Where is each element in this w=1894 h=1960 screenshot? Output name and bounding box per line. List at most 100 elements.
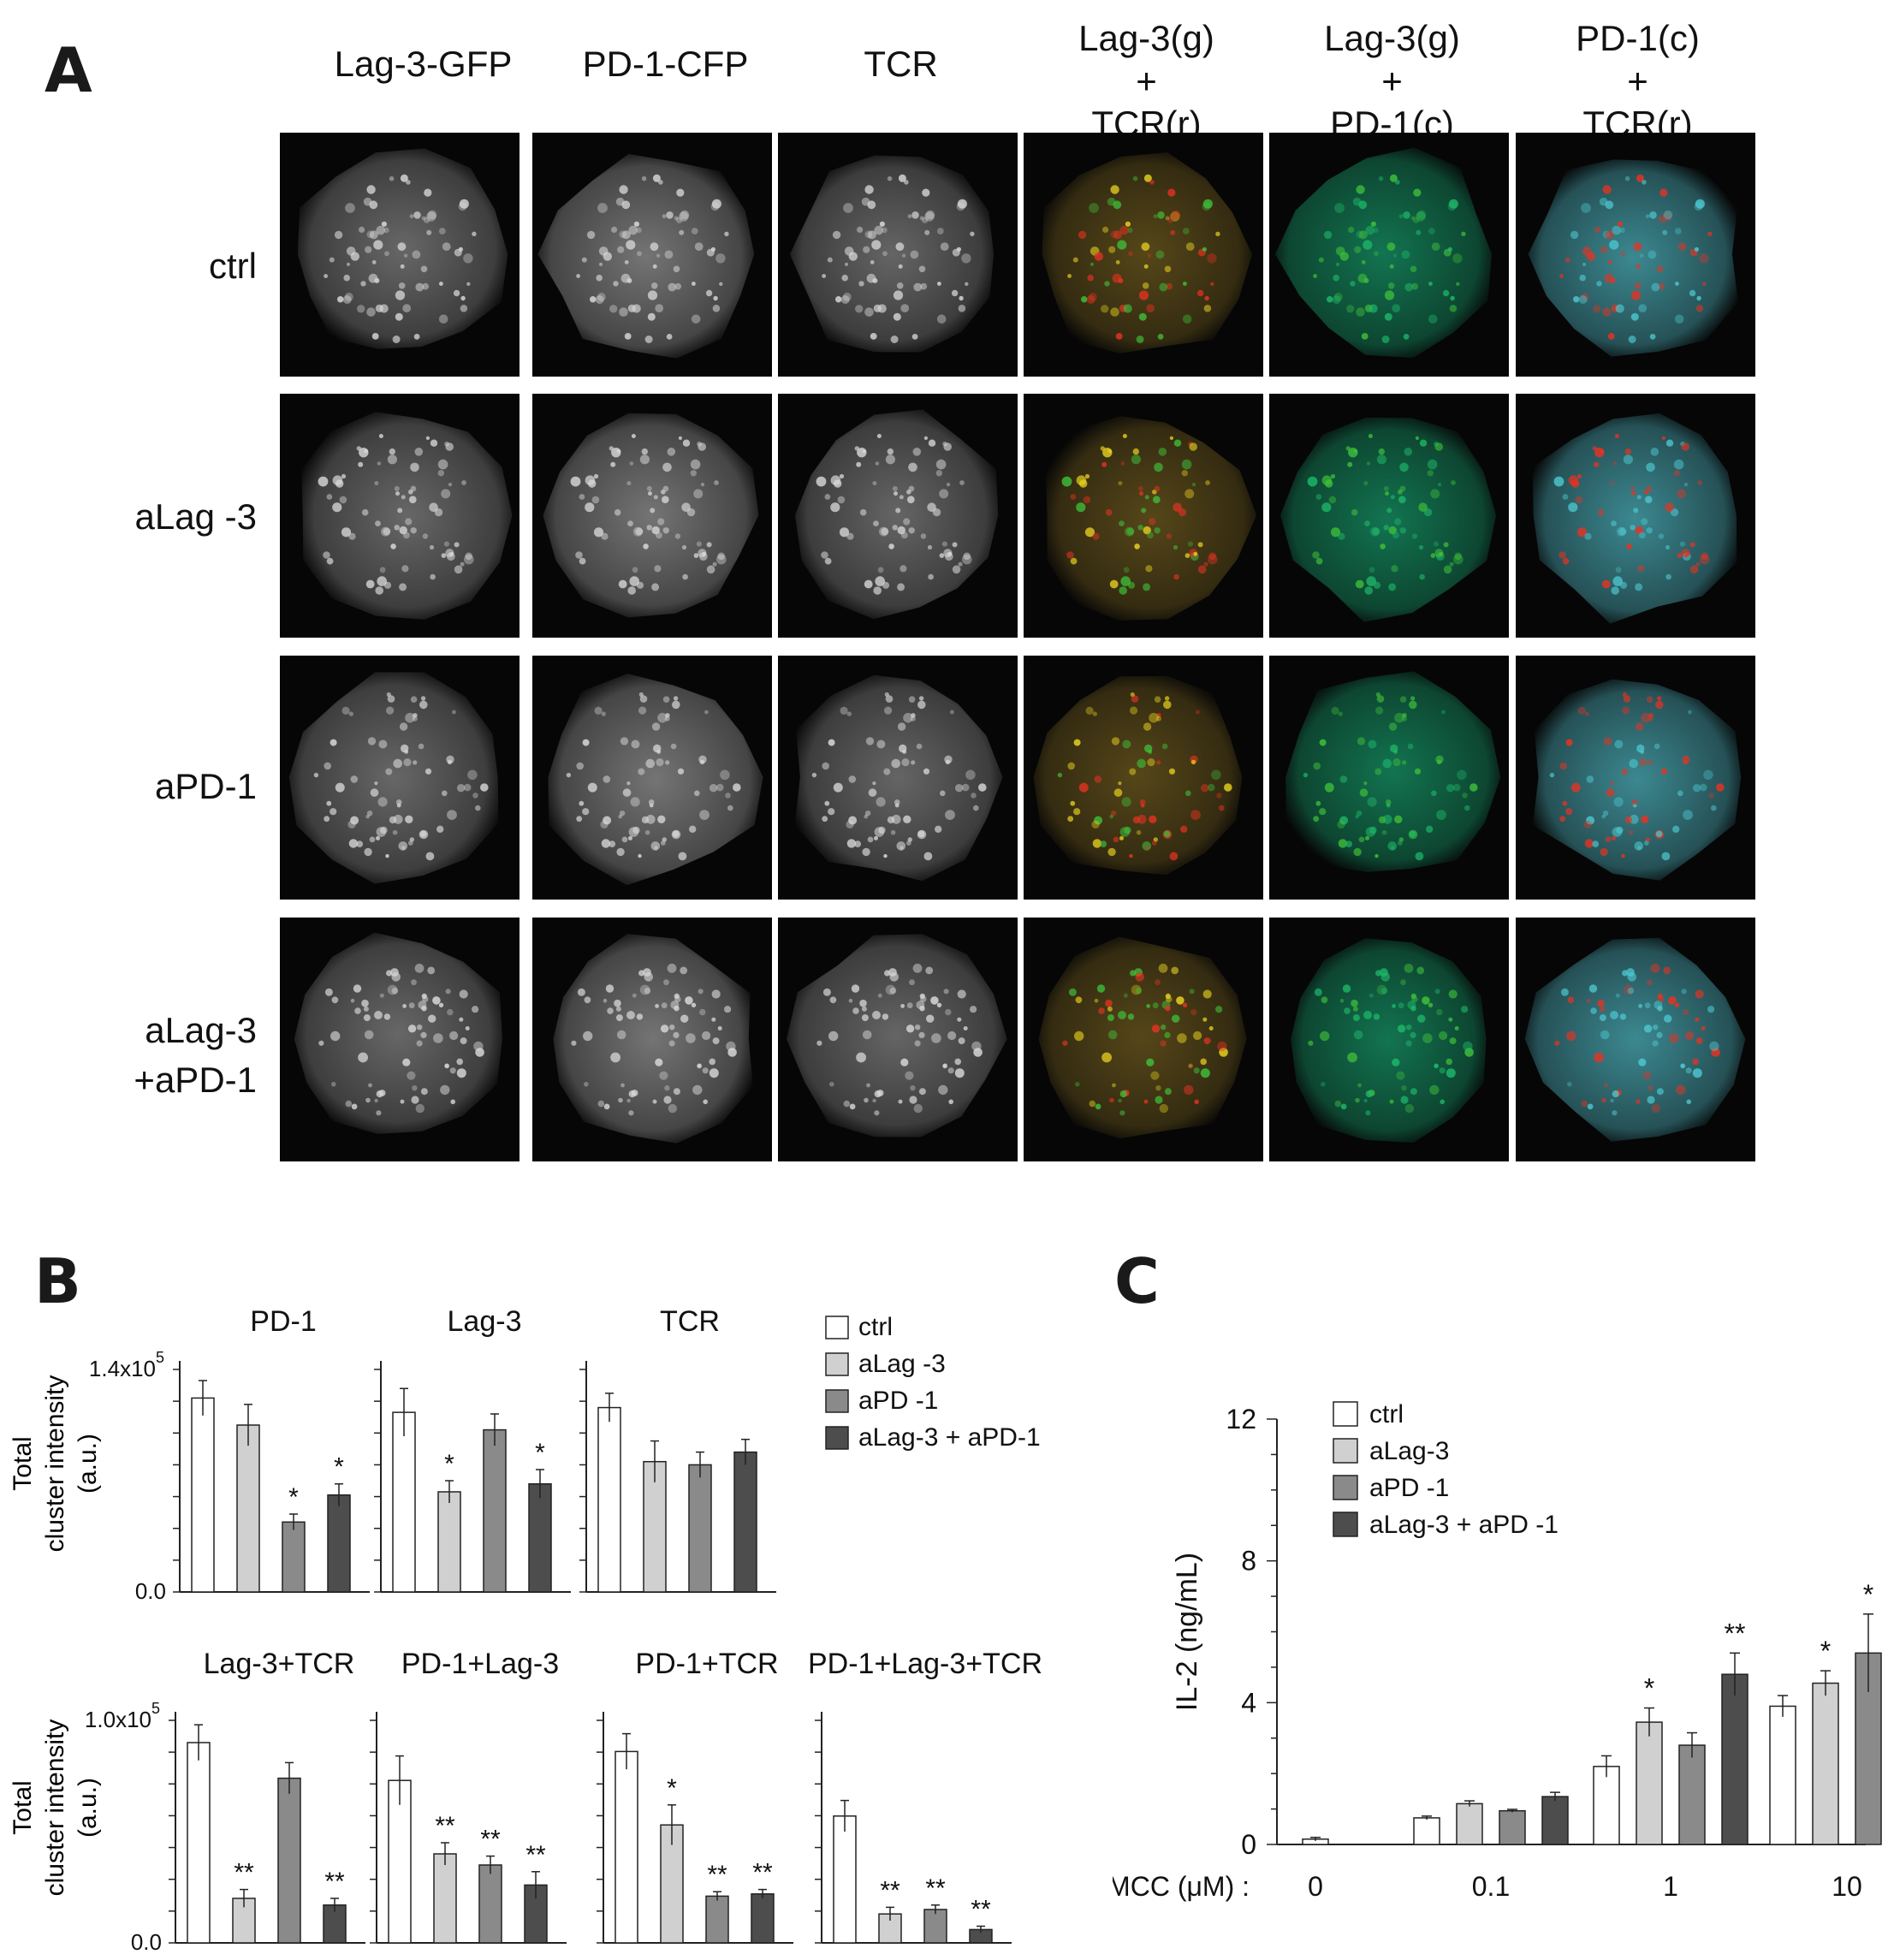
cluster-spot [1392,304,1401,312]
cluster-spot [1607,333,1615,340]
cluster-spot [928,573,934,580]
cluster-spot [1183,282,1187,286]
cell-body [794,674,1003,882]
cluster-spot [1676,1084,1686,1096]
cluster-spot [619,811,626,817]
cluster-spot [660,1025,669,1033]
cluster-spot [411,979,417,986]
cluster-spot [366,185,376,194]
cluster-spot [962,554,972,565]
cluster-spot [694,242,704,251]
cluster-spot [1315,557,1323,565]
cluster-spot [872,277,878,283]
cluster-spot [893,290,904,300]
cluster-spot [644,972,653,982]
significance-marker: * [444,1450,454,1478]
cluster-spot [1348,448,1358,458]
cluster-spot [399,722,408,731]
cluster-spot [1157,334,1164,340]
cluster-spot [883,853,888,858]
cluster-spot [1313,274,1317,278]
cluster-spot [662,696,670,703]
cluster-spot [618,1097,623,1103]
cluster-spot [864,814,868,819]
cluster-spot [884,706,893,715]
cluster-spot [719,282,723,286]
cluster-spot [1308,1040,1314,1046]
cluster-spot [1689,565,1699,574]
cluster-spot [609,840,616,847]
cluster-spot [1193,1067,1200,1074]
cluster-spot [345,1100,353,1108]
cluster-spot [1363,781,1368,786]
cluster-spot [1137,485,1143,491]
cluster-spot [597,292,606,301]
significance-marker: * [288,1483,299,1512]
cluster-spot [400,174,408,182]
cluster-spot [1619,1013,1627,1020]
significance-marker: ** [525,1841,546,1869]
cluster-spot [332,502,342,513]
cluster-spot [924,229,930,235]
cluster-spot [1636,495,1642,500]
cluster-spot [1665,502,1674,512]
cluster-spot [1094,252,1103,261]
cluster-spot [709,1058,715,1066]
cluster-spot [1107,847,1116,857]
cluster-spot [1312,551,1320,559]
cluster-spot [603,1103,610,1110]
cluster-spot [1677,242,1687,251]
cluster-spot [1119,520,1125,526]
cluster-spot [1448,1017,1453,1022]
cluster-spot [945,1008,952,1016]
cluster-spot [398,282,406,289]
cluster-spot [403,532,410,539]
bar-chart-b-pd1lag3: PD-1+Lag-3** **** [370,1648,567,1944]
cluster-spot [459,1017,464,1022]
cluster-spot [456,1058,463,1066]
legend-label: aPD -1 [1369,1474,1449,1502]
cluster-spot [1679,541,1685,547]
cluster-spot [1338,532,1345,540]
cluster-spot [459,989,468,999]
cluster-spot [1136,829,1142,835]
cluster-spot [662,485,669,492]
cluster-spot [1665,439,1674,447]
cluster-spot [1184,1084,1194,1096]
cluster-spot [1115,333,1123,340]
cluster-spot [1688,710,1692,715]
cluster-spot [928,439,936,447]
cluster-spot [876,434,882,438]
cluster-spot [1696,295,1701,301]
cluster-spot [694,790,700,797]
panel-b-charts: Total cluster intensity (a.u.) Total clu… [9,1305,1042,1955]
cluster-spot [1150,1071,1160,1080]
cluster-spot [841,274,848,282]
cluster-spot [1454,1026,1459,1030]
cluster-spot [1127,227,1133,234]
cluster-spot [1404,282,1414,292]
cluster-spot [1695,1017,1700,1022]
cluster-spot [636,1013,644,1020]
cluster-spot [438,228,446,235]
cluster-spot [717,552,725,561]
cluster-spot [1559,274,1564,278]
y-tick-label-max: 1.0x10 [85,1707,151,1732]
cluster-spot [1392,1004,1396,1008]
cluster-spot [341,527,352,538]
cluster-spot [636,227,642,234]
cluster-spot [1651,1103,1660,1114]
cluster-spot [385,768,393,775]
cluster-spot [709,784,718,793]
cluster-spot [414,963,425,973]
cluster-spot [637,251,642,257]
cluster-spot [1614,739,1624,749]
cluster-spot [657,518,665,526]
cluster-spot [1443,542,1449,548]
cluster-spot [1125,221,1131,227]
cluster-spot [1702,282,1707,286]
cluster-spot [426,211,436,222]
cluster-spot [1330,473,1336,479]
cluster-spot [1658,282,1665,290]
cluster-spot [948,1099,953,1105]
